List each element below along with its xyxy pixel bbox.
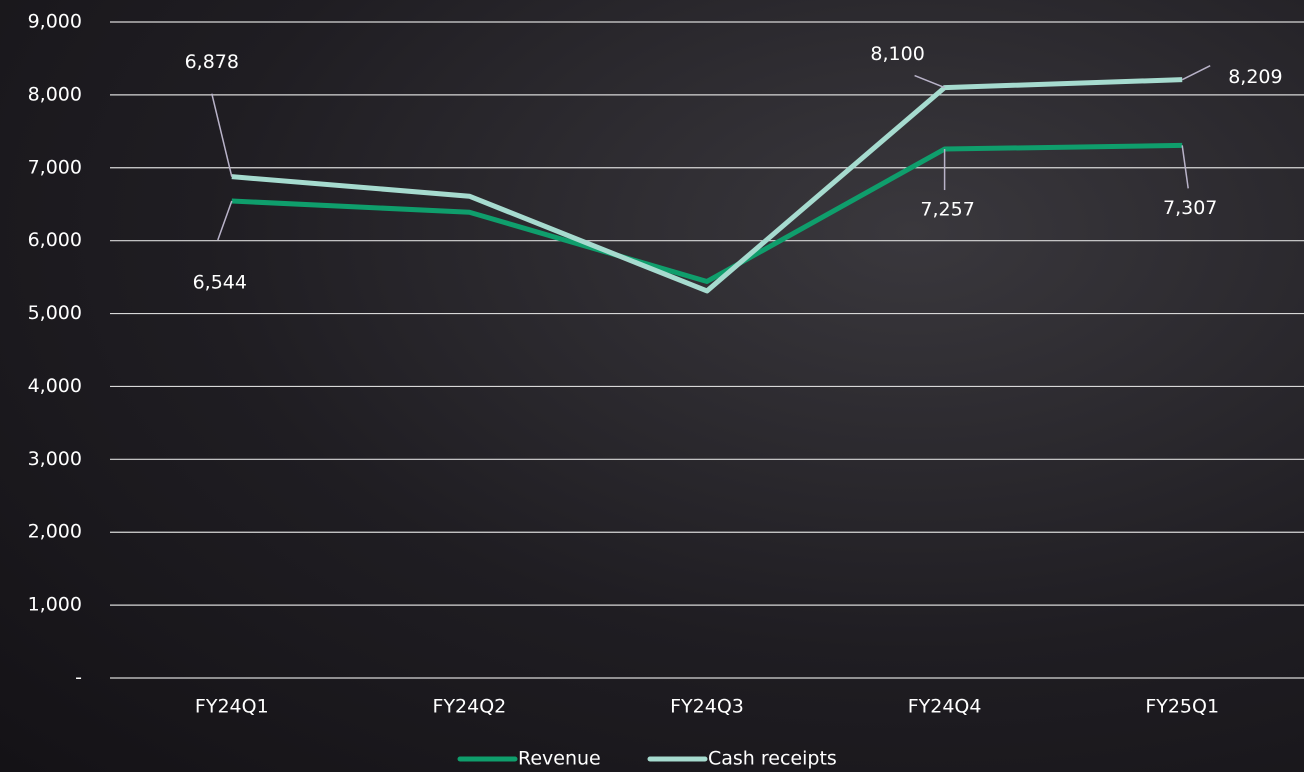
y-tick-label: 7,000: [28, 156, 82, 178]
data-label: 6,544: [193, 272, 247, 294]
y-tick-label: 8,000: [28, 83, 82, 105]
x-tick-label: FY24Q3: [670, 696, 744, 718]
x-tick-label: FY24Q4: [908, 696, 982, 718]
data-label: 8,100: [870, 43, 924, 65]
data-label: 6,878: [185, 51, 239, 73]
y-tick-label: -: [75, 667, 82, 689]
y-tick-label: 5,000: [28, 302, 82, 324]
x-tick-label: FY25Q1: [1145, 696, 1219, 718]
series-line: [231, 77, 1183, 294]
label-leader: [1181, 145, 1189, 189]
y-tick-label: 1,000: [28, 594, 82, 616]
legend-label: Cash receipts: [708, 748, 837, 770]
series-line: [231, 142, 1183, 284]
y-tick-label: 9,000: [28, 11, 82, 33]
x-tick-label: FY24Q1: [195, 696, 269, 718]
label-leader: [211, 93, 233, 177]
data-label: 8,209: [1228, 66, 1282, 88]
y-tick-label: 6,000: [28, 229, 82, 251]
data-label: 7,257: [920, 199, 974, 221]
legend-label: Revenue: [518, 748, 601, 770]
label-leader: [914, 74, 945, 89]
label-leader: [1181, 64, 1211, 81]
x-tick-label: FY24Q2: [433, 696, 507, 718]
y-tick-label: 4,000: [28, 375, 82, 397]
y-tick-label: 2,000: [28, 521, 82, 543]
y-tick-label: 3,000: [28, 448, 82, 470]
label-leader: [217, 200, 233, 241]
data-label: 7,307: [1163, 197, 1217, 219]
